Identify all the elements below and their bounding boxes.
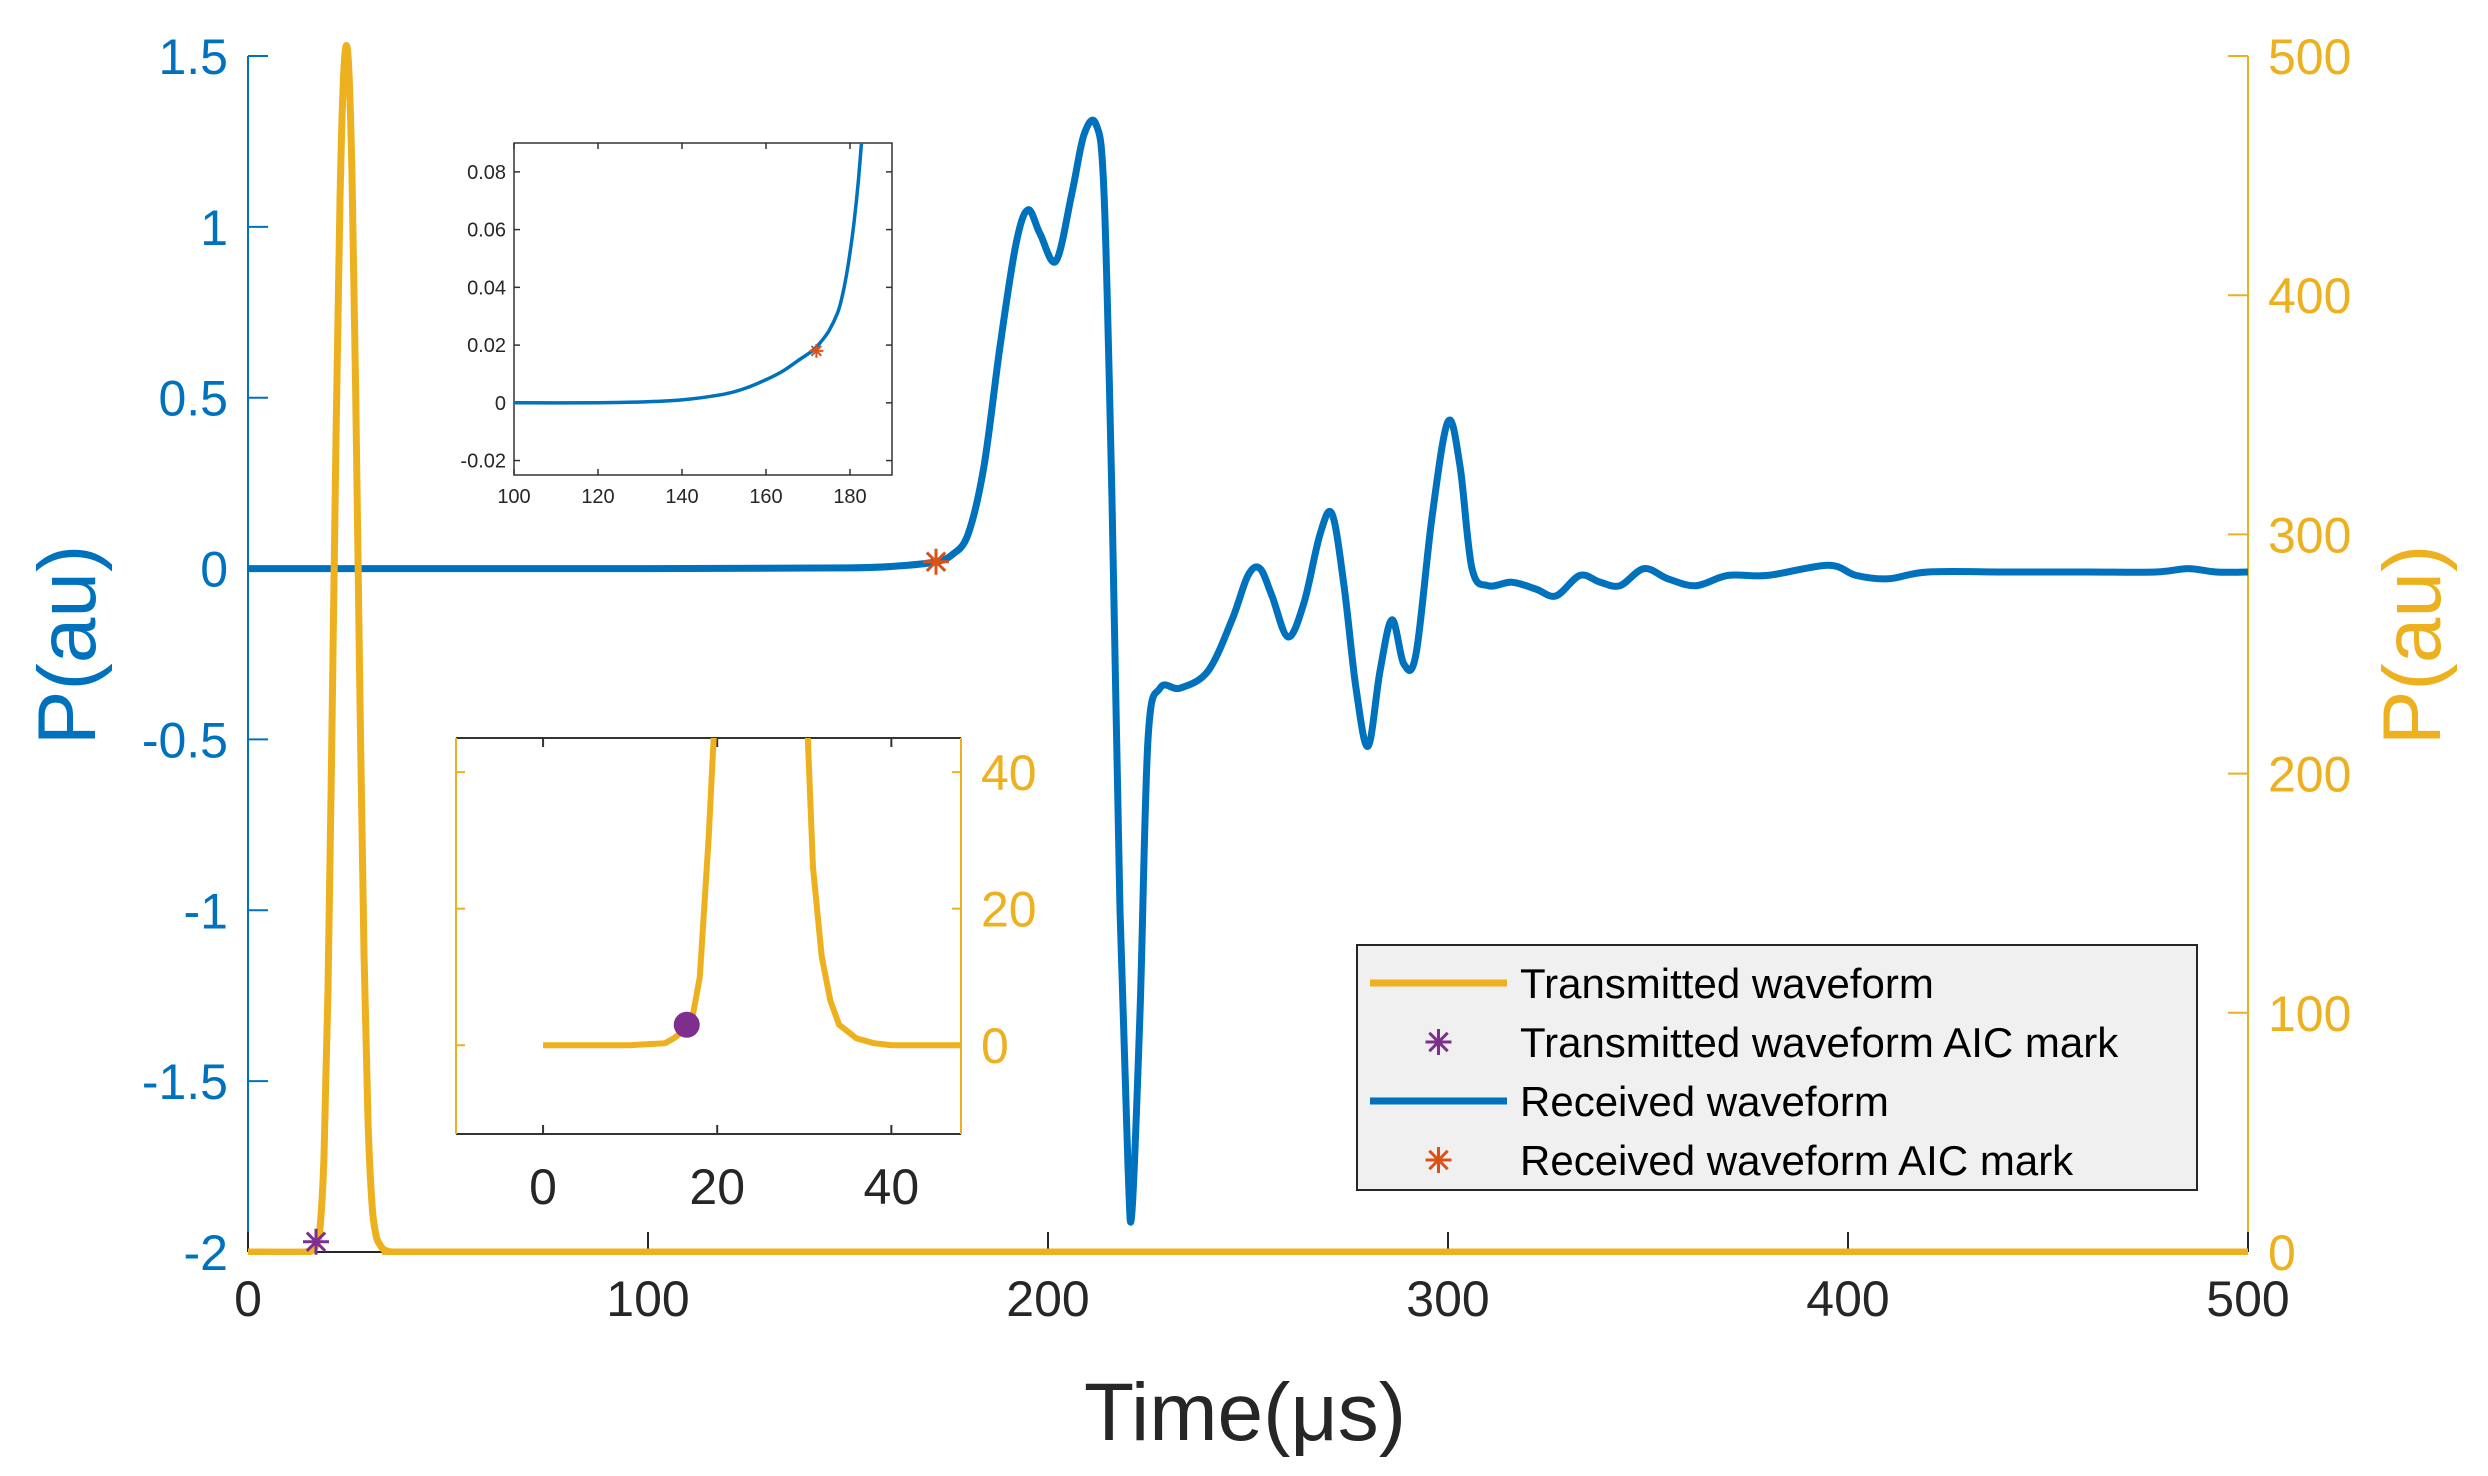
legend-label: Transmitted waveform AIC mark — [1520, 1019, 2119, 1066]
main-series-area — [248, 42, 2248, 1255]
y-axis-left-label: P(au) — [22, 545, 113, 746]
legend-swatch-asterisk-stroke — [1428, 1031, 1449, 1053]
received-aic-mark-stroke — [925, 551, 947, 572]
y-axis-right-label: P(au) — [2367, 545, 2458, 746]
y-left-tick-label: 1 — [200, 200, 228, 256]
y-left-tick-label: -1 — [184, 883, 228, 939]
legend-label: Received waveform AIC mark — [1520, 1137, 2074, 1184]
x-tick-label: 500 — [2206, 1271, 2289, 1327]
x-tick-label: 200 — [1006, 1271, 1089, 1327]
received-aic-mark — [923, 548, 949, 575]
x-tick-label: 100 — [606, 1271, 689, 1327]
legend-swatch-asterisk-stroke — [1428, 1149, 1449, 1171]
transmitted-aic-mark — [303, 1228, 329, 1255]
inset-received-y-tick-label: 0.08 — [467, 162, 506, 184]
inset-transmitted-y-tick-label: 0 — [981, 1018, 1009, 1074]
transmitted-aic-mark-stroke — [305, 1231, 327, 1253]
inset-transmitted-line — [543, 738, 961, 1049]
inset-received-x-tick-label: 180 — [833, 486, 866, 508]
inset-received-frame — [513, 142, 893, 476]
y-right-tick-label: 100 — [2268, 986, 2351, 1042]
legend-label: Received waveform — [1520, 1078, 1889, 1125]
legend: Transmitted waveform Transmitted waveform… — [1356, 944, 2198, 1191]
y-left-tick-label: 0.5 — [158, 371, 228, 427]
inset-received-plot: 100 120 140 160 180 -0.02 0 0.02 0.04 0.06 0.08 — [460, 142, 893, 508]
y-right-tick-label: 300 — [2268, 507, 2351, 563]
inset-transmitted-y-tick-label: 40 — [981, 745, 1037, 801]
inset-received-x-tick-label: 120 — [581, 486, 614, 508]
inset-received-aic-mark — [809, 343, 824, 358]
inset-transmitted-x-tick-label: 0 — [529, 1159, 557, 1215]
received-waveform-line — [248, 116, 2248, 1226]
inset-transmitted-series-area — [543, 738, 961, 1049]
legend-swatch-asterisk — [1425, 1147, 1452, 1173]
y-right-tick-label: 400 — [2268, 268, 2351, 324]
inset-transmitted-y-tick-label: 20 — [981, 882, 1037, 938]
y-right-tick-label: 200 — [2268, 747, 2351, 803]
inset-received-x-tick-label: 140 — [665, 486, 698, 508]
inset-transmitted-aic-mark — [673, 1011, 700, 1038]
main-plot: 0 100 200 300 400 500-2-1.5-1-0.500.511.50100… — [22, 29, 2458, 1458]
inset-received-y-tick-label: 0.06 — [467, 220, 506, 242]
x-tick-label: 300 — [1406, 1271, 1489, 1327]
y-left-tick-label: -2 — [184, 1225, 228, 1281]
inset-transmitted-x-tick-label: 40 — [864, 1159, 920, 1215]
y-left-tick-label: -0.5 — [142, 712, 228, 768]
y-left-tick-label: 0 — [200, 542, 228, 598]
inset-transmitted-plot: 0 20 40 0 20 40 — [455, 737, 1037, 1215]
inset-received-y-tick-label: -0.02 — [460, 451, 506, 473]
y-right-tick-label: 0 — [2268, 1225, 2296, 1281]
inset-received-y-tick-label: 0 — [495, 393, 506, 415]
y-left-tick-label: -1.5 — [142, 1054, 228, 1110]
inset-transmitted-x-tick-label: 20 — [689, 1159, 745, 1215]
legend-label: Transmitted waveform — [1520, 960, 1934, 1007]
x-axis-label: Time(μs) — [1084, 1367, 1406, 1458]
inset-received-x-tick-label: 100 — [497, 486, 530, 508]
inset-received-aic-mark-stroke — [810, 345, 823, 357]
x-tick-label: 400 — [1806, 1271, 1889, 1327]
inset-received-y-tick-label: 0.04 — [467, 277, 506, 299]
x-tick-label: 0 — [234, 1271, 262, 1327]
transmitted-waveform-line — [248, 42, 2248, 1255]
y-left-tick-label: 1.5 — [158, 29, 228, 85]
y-right-tick-label: 500 — [2268, 29, 2351, 85]
inset-received-x-tick-label: 160 — [749, 486, 782, 508]
legend-swatch-asterisk — [1425, 1029, 1452, 1055]
inset-received-y-tick-label: 0.02 — [467, 335, 506, 357]
